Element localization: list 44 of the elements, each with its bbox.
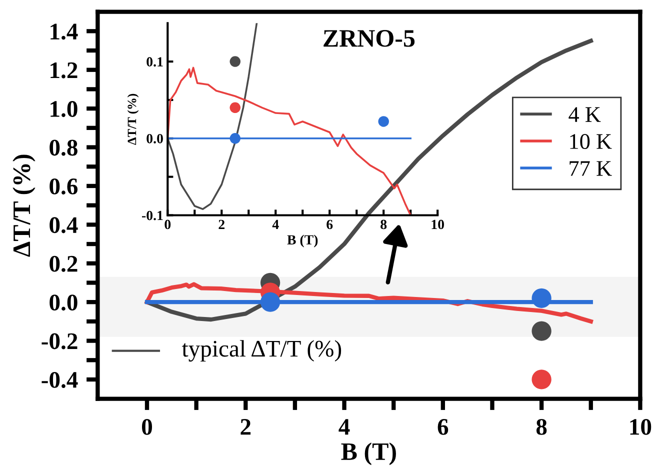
y-tick-label: 1.0 xyxy=(50,101,78,118)
y-tick-label: -0.4 xyxy=(42,372,78,388)
x-tick-label: 10 xyxy=(432,220,444,230)
point xyxy=(532,288,552,308)
point xyxy=(230,56,241,67)
x-tick-label: 4 xyxy=(338,419,350,435)
point xyxy=(260,292,280,312)
y-tick-label: 1.2 xyxy=(50,62,78,78)
point xyxy=(532,370,552,390)
x-tick-label: 10 xyxy=(630,418,652,435)
x-tick-label: 4 xyxy=(272,220,279,230)
x-tick-label: 2 xyxy=(240,419,251,435)
y-tick-label: 1.4 xyxy=(50,24,78,40)
y-tick-label: 0.0 xyxy=(146,134,163,144)
point xyxy=(378,116,389,127)
y-tick-label: 0.2 xyxy=(50,256,78,272)
point xyxy=(230,133,241,144)
x-tick-label: 6 xyxy=(326,220,333,230)
y-tick-label: 0.6 xyxy=(50,178,78,194)
y-axis-title: ΔT/T (%) xyxy=(127,94,139,145)
point xyxy=(230,102,241,114)
x-tick-label: 2 xyxy=(218,220,225,230)
line-series xyxy=(168,23,258,210)
legend-label: 4 K xyxy=(568,107,601,122)
x-tick-label: 8 xyxy=(380,220,387,230)
y-tick-label: 0.4 xyxy=(50,217,78,234)
x-tick-label: 0 xyxy=(142,418,152,435)
text: ZRNO-5 xyxy=(324,30,415,47)
x-axis-title: B (T) xyxy=(341,442,396,466)
y-tick-label: 0.0 xyxy=(50,294,78,311)
y-tick-label: -0.2 xyxy=(42,333,78,350)
point xyxy=(532,321,552,341)
legend-label: 77 K xyxy=(570,161,612,176)
y-tick-label: 0.8 xyxy=(50,140,78,156)
x-tick-label: 0 xyxy=(164,220,171,230)
y-tick-label: -0.1 xyxy=(142,210,163,220)
legend-label: 10 K xyxy=(570,134,612,150)
y-axis-title: ΔT/T (%) xyxy=(12,154,36,257)
x-axis-title: B (T) xyxy=(287,234,318,248)
line-series xyxy=(168,66,412,216)
x-tick-label: 8 xyxy=(536,418,547,435)
annotation: typical ΔT/T (%) xyxy=(182,340,342,362)
y-tick-label: 0.1 xyxy=(146,57,163,67)
x-tick-label: 6 xyxy=(438,419,448,435)
